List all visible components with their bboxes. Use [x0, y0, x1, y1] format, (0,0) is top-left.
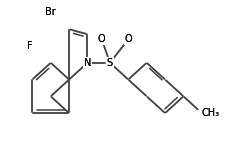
Text: N: N — [83, 58, 91, 68]
Text: S: S — [106, 58, 112, 68]
Text: O: O — [97, 34, 105, 44]
Text: Br: Br — [45, 7, 56, 17]
Text: F: F — [27, 41, 32, 51]
Text: Br: Br — [45, 7, 56, 17]
Text: S: S — [106, 58, 112, 68]
Text: N: N — [83, 58, 91, 68]
Text: CH₃: CH₃ — [201, 108, 219, 118]
Text: O: O — [97, 34, 105, 44]
Text: CH₃: CH₃ — [201, 108, 219, 118]
Text: O: O — [124, 34, 132, 44]
Text: O: O — [124, 34, 132, 44]
Text: F: F — [27, 41, 32, 51]
